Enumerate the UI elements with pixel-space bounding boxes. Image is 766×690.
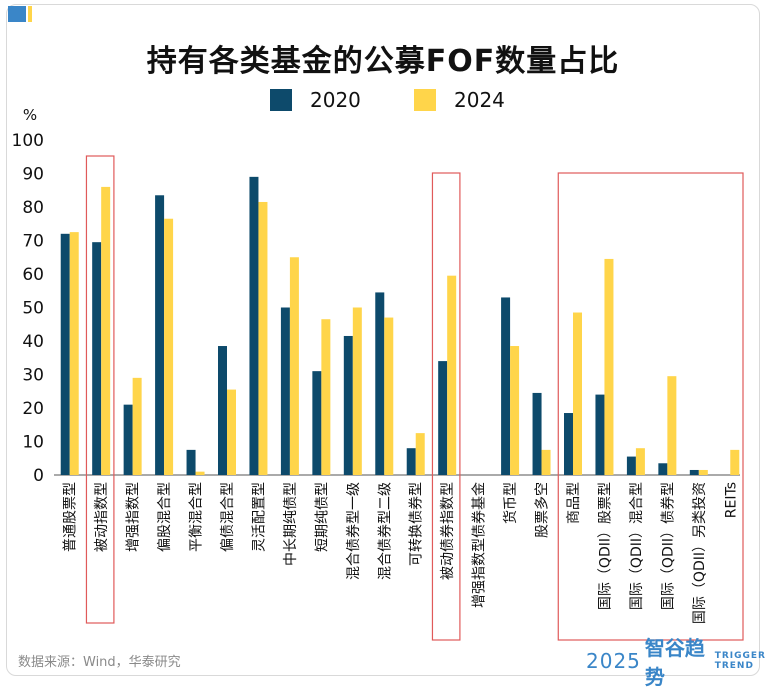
brand-corner-mark [8, 6, 32, 22]
x-category-label: 增强指数型 [126, 482, 142, 552]
bar-2020 [564, 413, 573, 475]
bar-2024 [384, 317, 394, 475]
y-tick-label: 30 [22, 366, 44, 386]
bar-2020 [658, 463, 668, 475]
bar-2020 [186, 449, 196, 475]
bar-2020 [155, 195, 165, 475]
x-category-label: 混合债券型二级 [377, 482, 393, 580]
bar-2020 [626, 456, 636, 475]
brand-year: 2025 [586, 649, 641, 673]
brand-english: TRIGGER TREND [715, 651, 766, 671]
brand-name: 智谷趋势 [644, 636, 705, 689]
bar-2020 [280, 307, 290, 475]
legend-swatch-2024 [414, 89, 436, 111]
brand-logo: 2025 智谷趋势 TRIGGER TREND [586, 636, 766, 689]
bar-2020 [343, 335, 353, 475]
x-category-label: 普通股票型 [63, 482, 79, 552]
bar-2024 [415, 433, 425, 475]
highlight-box [85, 155, 115, 624]
bar-2024 [164, 218, 174, 475]
highlight-box [431, 172, 461, 641]
x-category-label: 混合债券型一级 [346, 482, 362, 580]
bar-2024 [541, 449, 551, 475]
legend: 2020 2024 [0, 88, 766, 112]
bar-2020 [375, 292, 385, 475]
y-tick-label: 80 [22, 198, 44, 218]
bar-2020 [123, 404, 133, 475]
x-category-label: 被动指数型 [94, 482, 110, 552]
bar-2024 [510, 346, 520, 475]
bar-2024 [195, 471, 205, 475]
brand-english-line1: TRIGGER [714, 651, 766, 661]
y-tick-label: 60 [22, 265, 44, 285]
bar-2024 [635, 448, 645, 475]
x-category-label: 国际（QDII）混合型 [629, 482, 645, 610]
legend-item-2020: 2020 [270, 88, 361, 112]
x-category-label: 货币型 [502, 482, 519, 524]
bar-2024 [132, 377, 142, 475]
bar-2024 [227, 389, 236, 475]
legend-swatch-2020 [270, 89, 292, 111]
bar-2024 [604, 258, 614, 475]
bar-2020 [406, 448, 416, 475]
legend-item-2024: 2024 [414, 88, 505, 112]
x-category-label: 偏股混合型 [157, 482, 173, 552]
x-category-label: 偏债混合型 [220, 482, 236, 552]
y-tick-label: 70 [22, 232, 44, 252]
bar-2020 [595, 394, 605, 475]
bar-2024 [258, 201, 268, 475]
bar-2024 [321, 319, 331, 475]
y-tick-label: 40 [22, 332, 44, 352]
y-tick-label: 20 [22, 399, 44, 419]
data-source-note: 数据来源：Wind，华泰研究 [18, 655, 181, 670]
bar-2024 [352, 307, 362, 475]
bar-2020 [92, 242, 102, 475]
x-category-label: 股票多空 [534, 482, 551, 538]
x-category-label: REITs [723, 482, 739, 518]
x-category-label: 国际（QDII）债券型 [660, 482, 676, 610]
x-category-label: 商品型 [566, 482, 582, 524]
x-category-label: 短期纯债型 [314, 482, 330, 552]
bar-2020 [501, 297, 511, 475]
x-category-label: 国际（QDII）另类投资 [692, 482, 708, 624]
x-category-label: 平衡混合型 [189, 482, 205, 552]
y-tick-label: 10 [22, 433, 44, 453]
legend-label-2024: 2024 [454, 88, 505, 112]
highlight-box [557, 172, 744, 641]
bar-2020 [438, 361, 448, 475]
y-tick-label: 50 [22, 299, 44, 319]
x-category-label: 国际（QDII）股票型 [597, 482, 613, 610]
y-tick-label: 100 [12, 131, 44, 151]
bar-2020 [218, 346, 227, 475]
x-category-label: 可转换债券型 [408, 482, 425, 566]
x-category-label: 中长期纯债型 [283, 482, 299, 566]
bar-2020 [60, 233, 70, 475]
bar-2020 [532, 392, 542, 475]
x-category-label: 被动债券指数型 [440, 482, 456, 580]
y-tick-label: 90 [22, 165, 44, 185]
bar-2024 [573, 312, 582, 475]
bar-2024 [289, 257, 299, 475]
bar-2024 [69, 232, 79, 475]
chart-title: 持有各类基金的公募FOF数量占比 [146, 44, 620, 79]
bar-2024 [667, 376, 677, 475]
bar-2020 [312, 371, 322, 475]
x-category-label: 增强指数型债券基金 [471, 482, 488, 608]
bar-2020 [249, 176, 259, 475]
bar-2024 [447, 275, 457, 475]
legend-label-2020: 2020 [310, 88, 361, 112]
y-tick-label: 0 [33, 466, 44, 486]
bar-2024 [101, 186, 111, 475]
bar-2020 [689, 469, 699, 475]
bar-2024 [730, 449, 740, 475]
y-axis-unit-label: % [23, 106, 37, 124]
x-category-label: 灵活配置型 [251, 482, 267, 552]
brand-english-line2: TREND [714, 661, 754, 671]
bar-2024 [698, 469, 708, 475]
